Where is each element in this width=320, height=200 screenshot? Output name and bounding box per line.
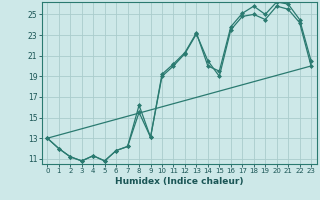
X-axis label: Humidex (Indice chaleur): Humidex (Indice chaleur)	[115, 177, 244, 186]
